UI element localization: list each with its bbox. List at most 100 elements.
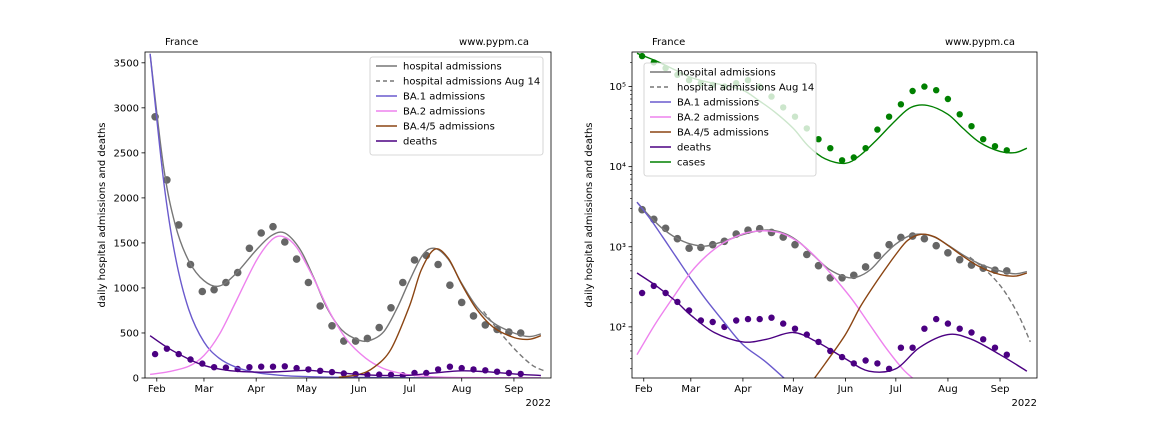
data-point xyxy=(968,329,975,336)
legend-entry: hospital admissions Aug 14 xyxy=(403,77,540,88)
series-line-hospital-admissions xyxy=(149,53,542,343)
data-point xyxy=(933,87,940,94)
series-line-ba-2-admissions xyxy=(636,230,914,378)
series-line-ba-4-5-admissions xyxy=(813,233,1028,378)
data-point xyxy=(446,363,454,370)
data-point xyxy=(874,360,881,367)
x-tick-label: Apr xyxy=(734,384,752,395)
axes-frame xyxy=(144,51,552,379)
x-tick-label: May xyxy=(296,384,317,395)
legend-entry: hospital admissions Aug 14 xyxy=(677,83,814,94)
data-point xyxy=(897,344,905,351)
y-tick-label: 10⁵ xyxy=(609,82,626,93)
data-point xyxy=(434,260,442,269)
data-point xyxy=(305,366,312,373)
data-point xyxy=(375,323,384,332)
data-point xyxy=(862,357,869,364)
legend-entry: deaths xyxy=(403,137,437,148)
x-tick-label: Jul xyxy=(402,384,415,395)
y-tick-label: 10⁴ xyxy=(609,162,626,173)
data-point xyxy=(399,278,407,287)
series-line-ba-2-admissions xyxy=(149,235,541,378)
y-tick-label: 2500 xyxy=(114,148,139,159)
data-point xyxy=(909,87,916,95)
series-line-deaths xyxy=(149,335,541,377)
data-point xyxy=(269,222,277,231)
data-point xyxy=(1003,351,1010,358)
data-point xyxy=(885,240,893,249)
data-point xyxy=(304,278,313,287)
data-point xyxy=(885,113,893,120)
data-point xyxy=(827,145,834,152)
data-point xyxy=(638,289,646,297)
data-point xyxy=(210,285,218,294)
data-point xyxy=(814,261,823,270)
legend-entry: BA.2 admissions xyxy=(403,107,485,118)
data-point xyxy=(328,322,336,330)
data-point xyxy=(756,315,763,323)
data-point xyxy=(968,123,975,130)
data-point xyxy=(991,344,999,351)
chart-panel-2: 10² 10³ 10⁴ 10⁵ Feb Mar Apr May Jun Jul Aug Sep2022… xyxy=(584,37,1038,409)
data-point xyxy=(744,315,752,323)
x-tick-label: May xyxy=(783,384,804,395)
legend-entry: BA.4/5 admissions xyxy=(403,122,495,133)
x-tick-label: Sep xyxy=(991,384,1010,395)
data-point xyxy=(281,238,289,246)
data-point xyxy=(861,263,870,271)
observations-hospital-admissions xyxy=(638,205,1011,282)
year-label: 2022 xyxy=(1012,398,1037,409)
data-point xyxy=(980,336,987,343)
data-point xyxy=(387,371,395,378)
y-tick-label: 3500 xyxy=(114,58,139,69)
data-point xyxy=(257,229,266,237)
title-left: France xyxy=(165,37,198,48)
legend-entry: BA.1 admissions xyxy=(677,98,759,109)
data-point xyxy=(685,244,693,252)
data-point xyxy=(174,221,183,229)
data-point xyxy=(376,371,383,378)
x-tick-label: Mar xyxy=(195,384,215,395)
legend-entry: BA.2 admissions xyxy=(677,113,759,124)
data-point xyxy=(269,363,277,370)
legend: hospital admissions hospital admissions A… xyxy=(643,62,817,177)
data-point xyxy=(920,234,929,243)
data-point xyxy=(944,95,952,103)
data-point xyxy=(458,364,465,372)
data-point xyxy=(469,312,478,320)
title-right: www.pypm.ca xyxy=(945,37,1015,48)
data-point xyxy=(697,243,705,252)
data-point xyxy=(956,325,963,332)
data-point xyxy=(768,314,775,321)
legend-entry: BA.4/5 admissions xyxy=(677,128,769,139)
x-tick-label: Aug xyxy=(938,384,958,395)
data-point xyxy=(815,136,822,143)
data-point xyxy=(956,111,963,118)
y-tick-label: 10² xyxy=(609,322,626,333)
data-point xyxy=(709,318,716,326)
legend-box xyxy=(643,62,817,177)
data-point xyxy=(921,83,928,90)
year-label: 2022 xyxy=(526,398,551,409)
data-point xyxy=(292,255,301,263)
data-point xyxy=(434,366,442,373)
series-line-ba-4-5-admissions xyxy=(338,248,542,378)
data-point xyxy=(410,256,419,264)
x-tick-label: Sep xyxy=(505,384,524,395)
axes-frame xyxy=(631,51,1038,379)
data-point xyxy=(446,281,454,290)
series-line-deaths xyxy=(636,272,1028,373)
data-point xyxy=(198,287,207,296)
title-right: www.pypm.ca xyxy=(459,37,529,48)
data-point xyxy=(980,136,987,143)
data-point xyxy=(791,325,799,332)
observations-deaths xyxy=(638,282,1010,372)
data-point xyxy=(387,304,395,312)
y-tick-label: 500 xyxy=(120,328,139,339)
y-tick-label: 2000 xyxy=(114,193,139,204)
data-point xyxy=(897,101,905,108)
y-tick-label: 10³ xyxy=(609,242,626,253)
data-point xyxy=(991,143,999,150)
legend-entry: hospital admissions xyxy=(677,68,776,79)
